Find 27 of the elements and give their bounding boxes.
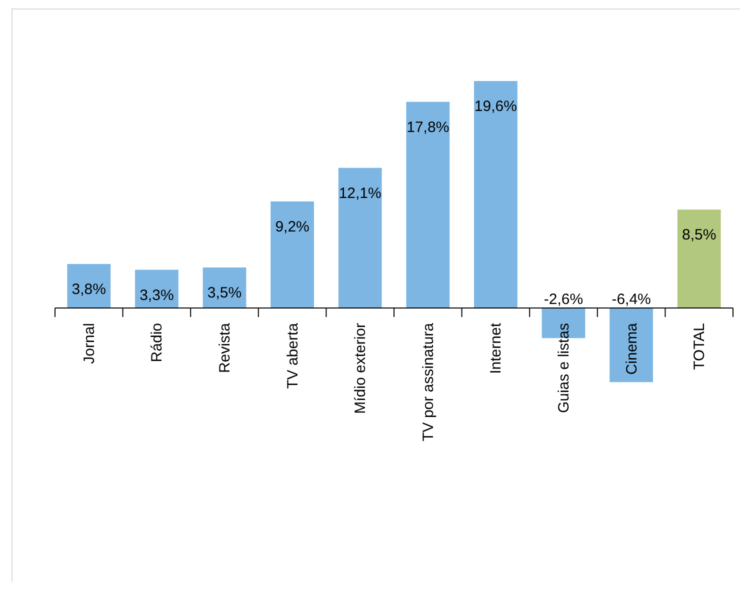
data-label: -6,4% xyxy=(612,291,651,308)
data-label: 3,8% xyxy=(72,280,106,298)
data-label: 19,6% xyxy=(474,98,517,115)
bar xyxy=(270,201,314,308)
bar xyxy=(338,168,382,308)
x-tick-label: Cinema xyxy=(623,322,640,375)
x-tick-label: TV por assinatura xyxy=(420,322,437,442)
data-label: 3,5% xyxy=(207,284,242,302)
data-label: 12,1% xyxy=(338,184,382,202)
bar xyxy=(474,81,518,308)
bar xyxy=(67,264,111,308)
x-tick-label: Internet xyxy=(488,322,505,374)
x-tick-label: Mídio exterior xyxy=(352,323,370,414)
x-tick-label: Rádio xyxy=(148,323,166,362)
x-tick-label: TV aberta xyxy=(284,322,302,389)
data-label: -2,6% xyxy=(544,291,584,308)
x-tick-label: TOTAL xyxy=(691,323,708,370)
bar xyxy=(406,102,450,308)
data-label: 3,3% xyxy=(140,286,174,304)
x-tick-label: Guias e listas xyxy=(556,323,572,414)
bar xyxy=(677,210,721,308)
x-tick-label: Revista xyxy=(216,322,234,374)
data-label: 17,8% xyxy=(406,118,450,136)
x-tick-label: Jornal xyxy=(80,323,98,364)
data-label: 8,5% xyxy=(682,226,716,244)
bar xyxy=(610,308,653,382)
data-label: 9,2% xyxy=(275,218,310,236)
